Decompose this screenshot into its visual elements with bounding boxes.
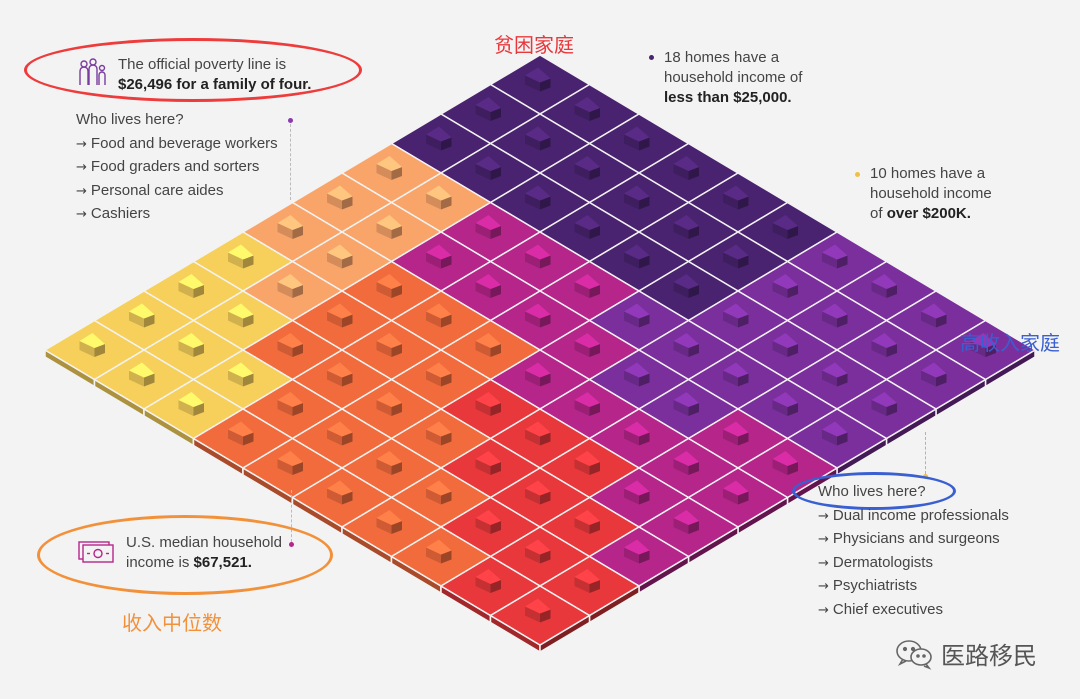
low-income-leader-dot — [649, 55, 654, 60]
high-income-line-3-prefix: of — [870, 205, 887, 222]
home-tile — [489, 585, 591, 654]
arrow-right-icon: → — [76, 183, 87, 199]
median-callout-text: U.S. median household income is $67,521. — [126, 533, 282, 573]
arrow-right-icon: → — [818, 508, 829, 524]
median-line-2-prefix: income is — [126, 554, 194, 571]
poor-jobs-leader-dot — [288, 118, 293, 123]
arrow-right-icon: → — [76, 136, 87, 152]
list-item: → Food graders and sorters — [76, 158, 260, 175]
high-income-line-2: household income — [870, 185, 992, 202]
arrow-right-icon: → — [76, 160, 87, 175]
who-lives-here-ring — [792, 472, 956, 510]
poor-jobs-leader-line — [290, 124, 291, 200]
list-item: → Dual income professionals — [818, 506, 1009, 524]
wechat-icon — [895, 638, 933, 670]
list-item: → Physicians and surgeons — [818, 530, 1000, 547]
arrow-right-icon: → — [818, 555, 829, 571]
poor-households-label-cn: 贫困家庭 — [494, 33, 574, 57]
high-income-callout: 10 homes have a household income of over… — [870, 164, 992, 224]
family-icon — [78, 58, 108, 88]
poverty-highlight-ring — [24, 38, 362, 102]
poverty-line-1: The official poverty line is — [118, 56, 287, 73]
watermark: 医路移民 — [895, 636, 1037, 671]
poverty-line-2: $26,496 for a family of four. — [118, 76, 312, 93]
median-label-cn: 收入中位数 — [122, 611, 222, 635]
median-line-1: U.S. median household — [126, 534, 282, 551]
median-leader-line — [291, 490, 292, 542]
arrow-right-icon: → — [76, 207, 87, 222]
list-item: → Personal care aides — [76, 181, 224, 199]
list-item: → Dermatologists — [818, 553, 933, 571]
high-income-line-3-bold: over $200K. — [886, 205, 971, 222]
low-income-line-2: household income of — [664, 69, 803, 86]
rich-jobs-list: Who lives here? → Dual income professiona… — [818, 482, 1009, 623]
poor-jobs-heading: Who lives here? — [76, 111, 184, 128]
arrow-right-icon: → — [818, 579, 829, 594]
watermark-text: 医路移民 — [941, 642, 1037, 670]
money-icon — [78, 539, 114, 563]
list-item: → Food and beverage workers — [76, 134, 278, 152]
low-income-line-1: 18 homes have a — [664, 49, 780, 66]
low-income-line-3: less than $25,000. — [664, 89, 792, 106]
median-highlight-ring — [37, 515, 333, 595]
poverty-callout-text: The official poverty line is $26,496 for… — [118, 55, 311, 95]
high-income-line-1: 10 homes have a — [870, 165, 986, 182]
arrow-right-icon: → — [818, 602, 829, 618]
rich-jobs-heading: Who lives here? — [818, 483, 926, 500]
list-item: → Psychiatrists — [818, 577, 918, 594]
list-item: → Cashiers — [76, 205, 151, 222]
high-income-leader-dot — [855, 172, 860, 177]
median-line-2-bold: $67,521. — [193, 554, 252, 571]
poor-jobs-list: Who lives here? → Food and beverage worke… — [76, 110, 278, 228]
rich-jobs-leader-line — [925, 432, 926, 474]
arrow-right-icon: → — [818, 532, 829, 547]
low-income-callout: 18 homes have a household income of less… — [664, 48, 802, 108]
high-income-label-cn: 高收入家庭 — [960, 331, 1060, 355]
list-item: → Chief executives — [818, 600, 943, 618]
